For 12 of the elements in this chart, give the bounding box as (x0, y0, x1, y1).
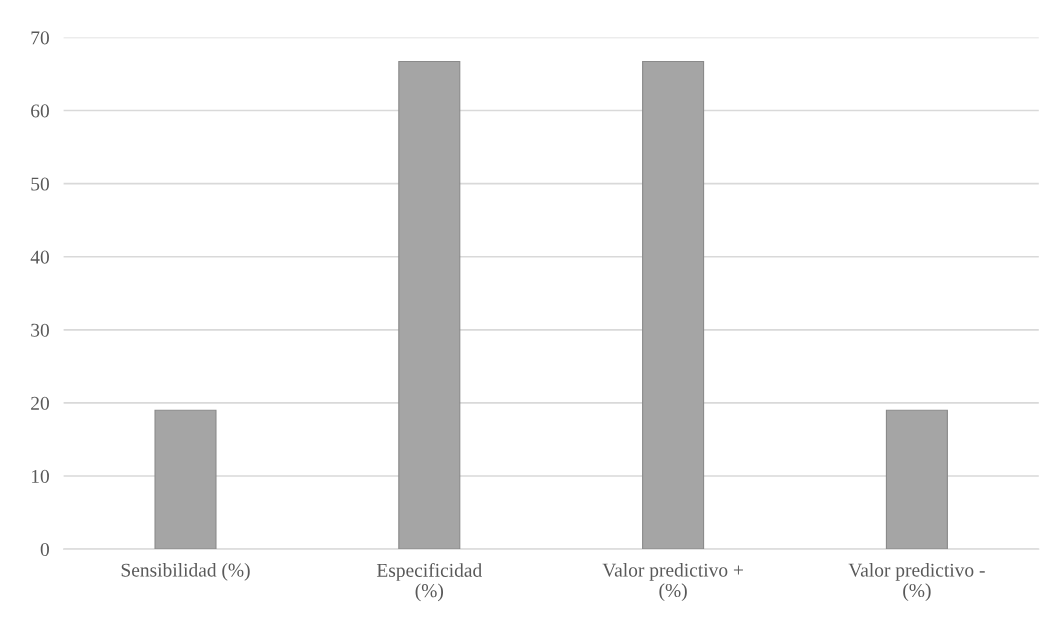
x-tick-label: Valor predictivo + (%) (602, 563, 743, 601)
y-tick-label: 40 (30, 250, 49, 264)
y-tick-label: 20 (31, 396, 49, 410)
x-tick-label: Especificidad (%) (376, 563, 482, 602)
y-tick-label: 10 (31, 469, 49, 483)
y-tick-label: 50 (31, 177, 49, 191)
y-tick-label: 30 (31, 323, 49, 337)
y-tick-label: 60 (31, 104, 49, 118)
y-tick-label: 70 (31, 31, 49, 45)
y-tick-label: 0 (40, 542, 49, 557)
x-tick-label: Sensibilidad (%) (121, 563, 250, 581)
x-tick-label: Valor predictivo - (%) (848, 563, 985, 601)
